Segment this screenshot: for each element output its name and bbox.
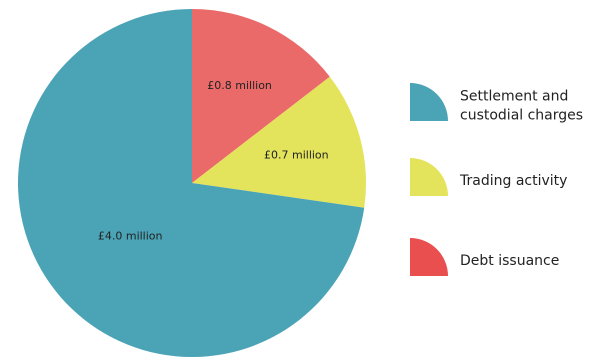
pie-slice-trading-activity: [192, 76, 367, 208]
legend-item-debt-issuance: Debt issuance: [410, 238, 559, 276]
legend-label-debt-issuance-line-1: Debt issuance: [460, 253, 559, 269]
legend-item-settlement-and-custodial-charges: Settlement and custodial charges: [410, 83, 583, 124]
slice-labels: £0.8 million £0.7 million £4.0 million: [98, 79, 329, 242]
legend-swatch-debt-issuance: [410, 238, 448, 276]
legend-swatch-trading-activity: [410, 158, 448, 196]
legend-item-trading-activity: Trading activity: [410, 158, 567, 196]
slice-label-debt-issuance: £0.8 million: [207, 79, 272, 92]
legend-label-settlement-and-custodial-charges-line-2: custodial charges: [460, 108, 583, 124]
slice-label-trading-activity: £0.7 million: [264, 149, 329, 162]
legend-label-trading-activity-line-1: Trading activity: [459, 173, 567, 189]
slice-label-settlement-and-custodial-charges: £4.0 million: [98, 230, 163, 243]
legend: Settlement and custodial charges Trading a…: [410, 83, 583, 276]
pie-slice-settlement-and-custodial-charges: [18, 9, 365, 357]
pie-slices: [18, 9, 367, 357]
pie-slice-debt-issuance: [192, 9, 330, 183]
legend-swatch-settlement-and-custodial-charges: [410, 83, 448, 121]
legend-label-settlement-and-custodial-charges-line-1: Settlement and: [460, 89, 568, 105]
